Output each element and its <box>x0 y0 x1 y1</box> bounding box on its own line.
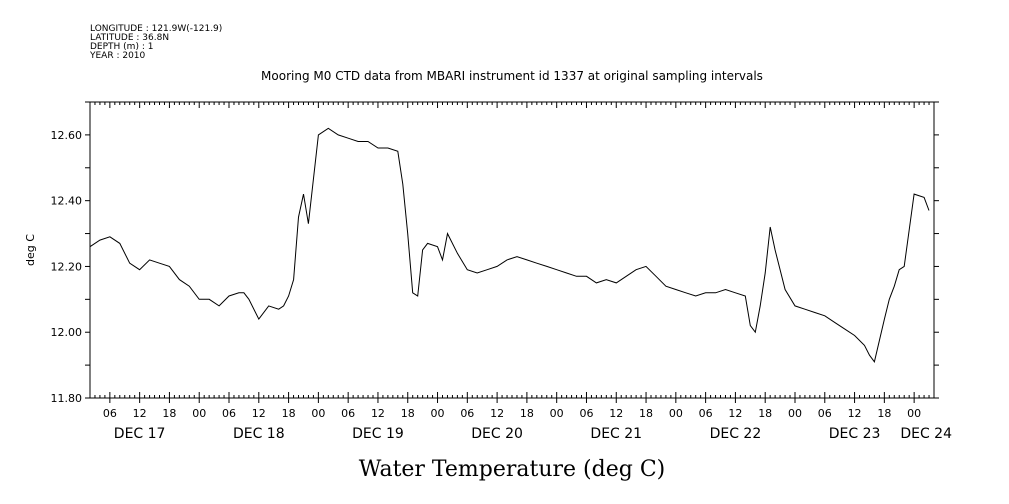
x-tick-label: 18 <box>401 407 415 420</box>
x-tick-label: 12 <box>609 407 623 420</box>
x-tick-label: 06 <box>699 407 713 420</box>
x-tick-label: 06 <box>460 407 474 420</box>
x-tick-label: 06 <box>341 407 355 420</box>
x-tick-label: 12 <box>848 407 862 420</box>
x-day-label: DEC 17 <box>114 426 166 442</box>
x-day-label: DEC 24 <box>900 426 952 442</box>
year-text: YEAR : 2010 <box>89 51 146 61</box>
x-tick-label: 12 <box>133 407 147 420</box>
y-axis: 11.80 12.00 12.20 12.40 12.60 <box>51 101 939 405</box>
x-tick-label: 18 <box>520 407 534 420</box>
y-tick-label: 12.60 <box>51 129 83 142</box>
y-tick-label: 12.40 <box>51 195 83 208</box>
x-day-label: DEC 23 <box>829 426 881 442</box>
y-tick-label: 12.00 <box>51 326 83 339</box>
x-day-label: DEC 21 <box>590 426 642 442</box>
x-day-label: DEC 18 <box>233 426 285 442</box>
x-tick-label: 00 <box>669 407 683 420</box>
x-tick-label: 00 <box>311 407 325 420</box>
x-tick-label: 12 <box>371 407 385 420</box>
x-tick-label: 18 <box>639 407 653 420</box>
x-day-label: DEC 19 <box>352 426 404 442</box>
x-day-label: DEC 20 <box>471 426 523 442</box>
chart-title: Mooring M0 CTD data from MBARI instrumen… <box>261 69 763 83</box>
y-tick-label: 12.20 <box>51 260 83 273</box>
x-tick-label: 12 <box>490 407 504 420</box>
x-tick-label: 00 <box>788 407 802 420</box>
x-tick-label: 06 <box>222 407 236 420</box>
depth-text: DEPTH (m) : 1 <box>90 42 153 52</box>
x-tick-label: 12 <box>252 407 266 420</box>
x-tick-label: 18 <box>282 407 296 420</box>
x-tick-label: 06 <box>103 407 117 420</box>
x-axis-label: Water Temperature (deg C) <box>359 457 666 482</box>
x-tick-label: 06 <box>579 407 593 420</box>
x-tick-label: 18 <box>877 407 891 420</box>
longitude-text: LONGITUDE : 121.9W(-121.9) <box>90 24 222 34</box>
x-tick-label: 00 <box>192 407 206 420</box>
plot-frame <box>89 101 935 399</box>
y-axis-label: deg C <box>24 234 37 266</box>
x-tick-label: 00 <box>907 407 921 420</box>
x-tick-label: 06 <box>818 407 832 420</box>
y-tick-label: 11.80 <box>51 392 83 405</box>
latitude-text: LATITUDE : 36.8N <box>90 33 169 43</box>
x-tick-label: 00 <box>431 407 445 420</box>
x-axis: 06 12 18 00 06 12 18 00 06 12 18 00 06 12 18 00 06 12 18 00… <box>103 398 952 442</box>
x-tick-label: 18 <box>758 407 772 420</box>
minor-ticks <box>89 102 935 398</box>
series-line-water-temperature <box>89 127 930 363</box>
x-day-label: DEC 22 <box>710 426 762 442</box>
x-tick-label: 00 <box>550 407 564 420</box>
x-tick-label: 12 <box>728 407 742 420</box>
x-tick-label: 18 <box>162 407 176 420</box>
